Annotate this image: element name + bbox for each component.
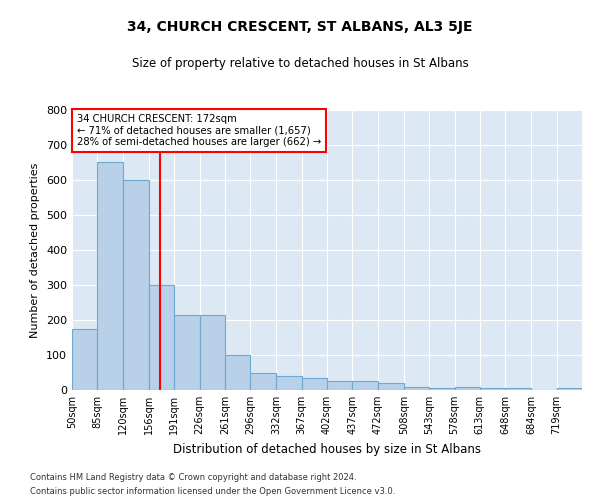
Bar	[302, 378, 327, 390]
Y-axis label: Number of detached properties: Number of detached properties	[31, 162, 40, 338]
X-axis label: Distribution of detached houses by size in St Albans: Distribution of detached houses by size …	[173, 442, 481, 456]
Bar	[480, 388, 505, 390]
Text: Size of property relative to detached houses in St Albans: Size of property relative to detached ho…	[131, 58, 469, 70]
Bar	[505, 388, 531, 390]
Bar	[557, 388, 582, 390]
Bar	[97, 162, 123, 390]
Text: Contains public sector information licensed under the Open Government Licence v3: Contains public sector information licen…	[30, 488, 395, 496]
Text: 34, CHURCH CRESCENT, ST ALBANS, AL3 5JE: 34, CHURCH CRESCENT, ST ALBANS, AL3 5JE	[127, 20, 473, 34]
Bar	[455, 386, 480, 390]
Text: 34 CHURCH CRESCENT: 172sqm
← 71% of detached houses are smaller (1,657)
28% of s: 34 CHURCH CRESCENT: 172sqm ← 71% of deta…	[77, 114, 322, 148]
Text: Contains HM Land Registry data © Crown copyright and database right 2024.: Contains HM Land Registry data © Crown c…	[30, 472, 356, 482]
Bar	[327, 381, 352, 390]
Bar	[250, 372, 276, 390]
Bar	[378, 383, 404, 390]
Bar	[72, 329, 97, 390]
Bar	[276, 376, 302, 390]
Bar	[225, 355, 250, 390]
Bar	[123, 180, 149, 390]
Bar	[429, 388, 455, 390]
Bar	[149, 285, 174, 390]
Bar	[404, 387, 429, 390]
Bar	[199, 315, 225, 390]
Bar	[352, 381, 378, 390]
Bar	[174, 315, 199, 390]
